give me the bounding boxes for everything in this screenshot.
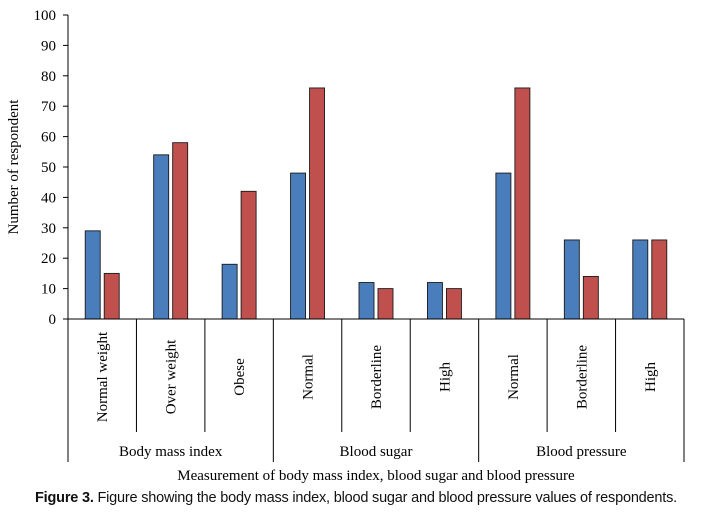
x-tick-label: High (643, 362, 659, 393)
y-tick-label: 50 (41, 160, 56, 176)
x-tick-label: Normal (301, 354, 317, 400)
y-tick-label: 90 (41, 38, 56, 54)
y-tick-label: 40 (41, 190, 56, 206)
x-axis-label: Measurement of body mass index, blood su… (177, 468, 575, 484)
figure-caption-label: Figure 3. (35, 490, 94, 506)
bar-series-1-1 (153, 154, 170, 320)
bar-series-2-7 (582, 275, 599, 320)
x-tick-label: Borderline (369, 345, 385, 409)
bar-series-2-3 (309, 87, 326, 320)
x-axis: Normal weight Over weight Obese Normal Borde… (67, 318, 685, 462)
figure-caption: Figure 3. Figure showing the body mass i… (0, 490, 712, 506)
bar-series-1-8 (632, 239, 649, 320)
bar-series-1-2 (221, 263, 238, 320)
x-tick-label: Borderline (574, 345, 590, 409)
x-group-label: Blood sugar (340, 444, 413, 460)
y-axis-label: Number of respondent (6, 99, 22, 235)
bar-chart: 0 10 20 30 40 50 60 70 80 90 100 Normal weight Over… (6, 8, 685, 484)
y-tick-label: 0 (49, 312, 57, 328)
x-group-label: Body mass index (119, 444, 223, 460)
bar-series-2-0 (103, 272, 120, 320)
bar-series-1-4 (358, 282, 375, 320)
bar-series-2-4 (377, 288, 394, 320)
bar-series-1-0 (84, 230, 101, 320)
bar-series-1-6 (495, 172, 512, 320)
bar-series-2-1 (172, 142, 189, 320)
x-tick-label: High (437, 362, 453, 393)
bar-series-2-2 (240, 190, 257, 320)
y-tick-label: 60 (41, 130, 56, 146)
figure-caption-text: Figure showing the body mass index, bloo… (97, 490, 678, 506)
x-tick-label: Obese (232, 358, 248, 396)
bars (84, 87, 668, 320)
y-tick-label: 80 (41, 69, 56, 85)
bar-series-1-5 (426, 282, 443, 320)
bar-series-2-8 (651, 239, 668, 320)
x-group-label: Blood pressure (536, 444, 627, 460)
y-axis: 0 10 20 30 40 50 60 70 80 90 100 (34, 8, 69, 328)
x-tick-label: Normal weight (95, 331, 111, 422)
x-tick-label: Normal (506, 354, 522, 400)
bar-series-1-3 (290, 172, 307, 320)
y-tick-label: 30 (41, 221, 56, 237)
bar-series-2-6 (514, 87, 531, 320)
y-tick-label: 70 (41, 99, 56, 115)
x-tick-label: Over weight (164, 339, 180, 414)
y-tick-label: 20 (41, 251, 56, 267)
y-tick-label: 10 (41, 282, 56, 298)
bar-series-2-5 (445, 288, 462, 320)
bar-series-1-7 (563, 239, 580, 320)
y-tick-label: 100 (34, 8, 57, 24)
